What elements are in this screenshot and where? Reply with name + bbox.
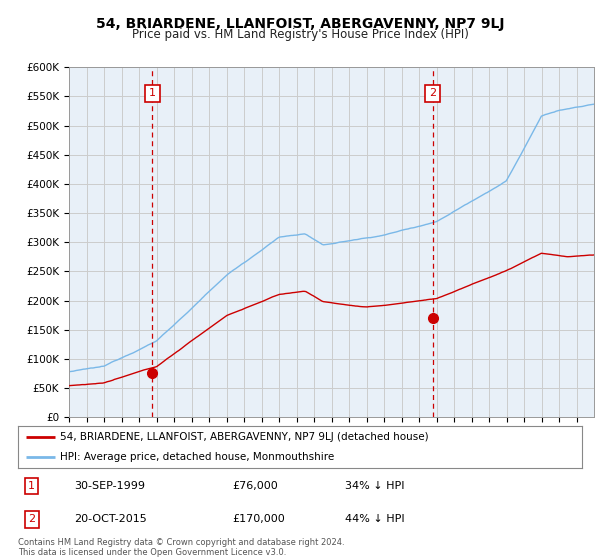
Text: Contains HM Land Registry data © Crown copyright and database right 2024.
This d: Contains HM Land Registry data © Crown c… [18, 538, 344, 557]
Text: 2: 2 [429, 88, 436, 99]
Text: HPI: Average price, detached house, Monmouthshire: HPI: Average price, detached house, Monm… [60, 452, 335, 462]
Text: 34% ↓ HPI: 34% ↓ HPI [345, 481, 404, 491]
Text: 44% ↓ HPI: 44% ↓ HPI [345, 514, 405, 524]
Text: £170,000: £170,000 [232, 514, 285, 524]
Text: 54, BRIARDENE, LLANFOIST, ABERGAVENNY, NP7 9LJ: 54, BRIARDENE, LLANFOIST, ABERGAVENNY, N… [96, 17, 504, 31]
Text: 2: 2 [28, 514, 35, 524]
Text: 20-OCT-2015: 20-OCT-2015 [74, 514, 147, 524]
Text: Price paid vs. HM Land Registry's House Price Index (HPI): Price paid vs. HM Land Registry's House … [131, 28, 469, 41]
Text: 30-SEP-1999: 30-SEP-1999 [74, 481, 145, 491]
Text: 54, BRIARDENE, LLANFOIST, ABERGAVENNY, NP7 9LJ (detached house): 54, BRIARDENE, LLANFOIST, ABERGAVENNY, N… [60, 432, 429, 442]
Text: £76,000: £76,000 [232, 481, 278, 491]
Text: 1: 1 [28, 481, 35, 491]
Text: 1: 1 [149, 88, 155, 99]
